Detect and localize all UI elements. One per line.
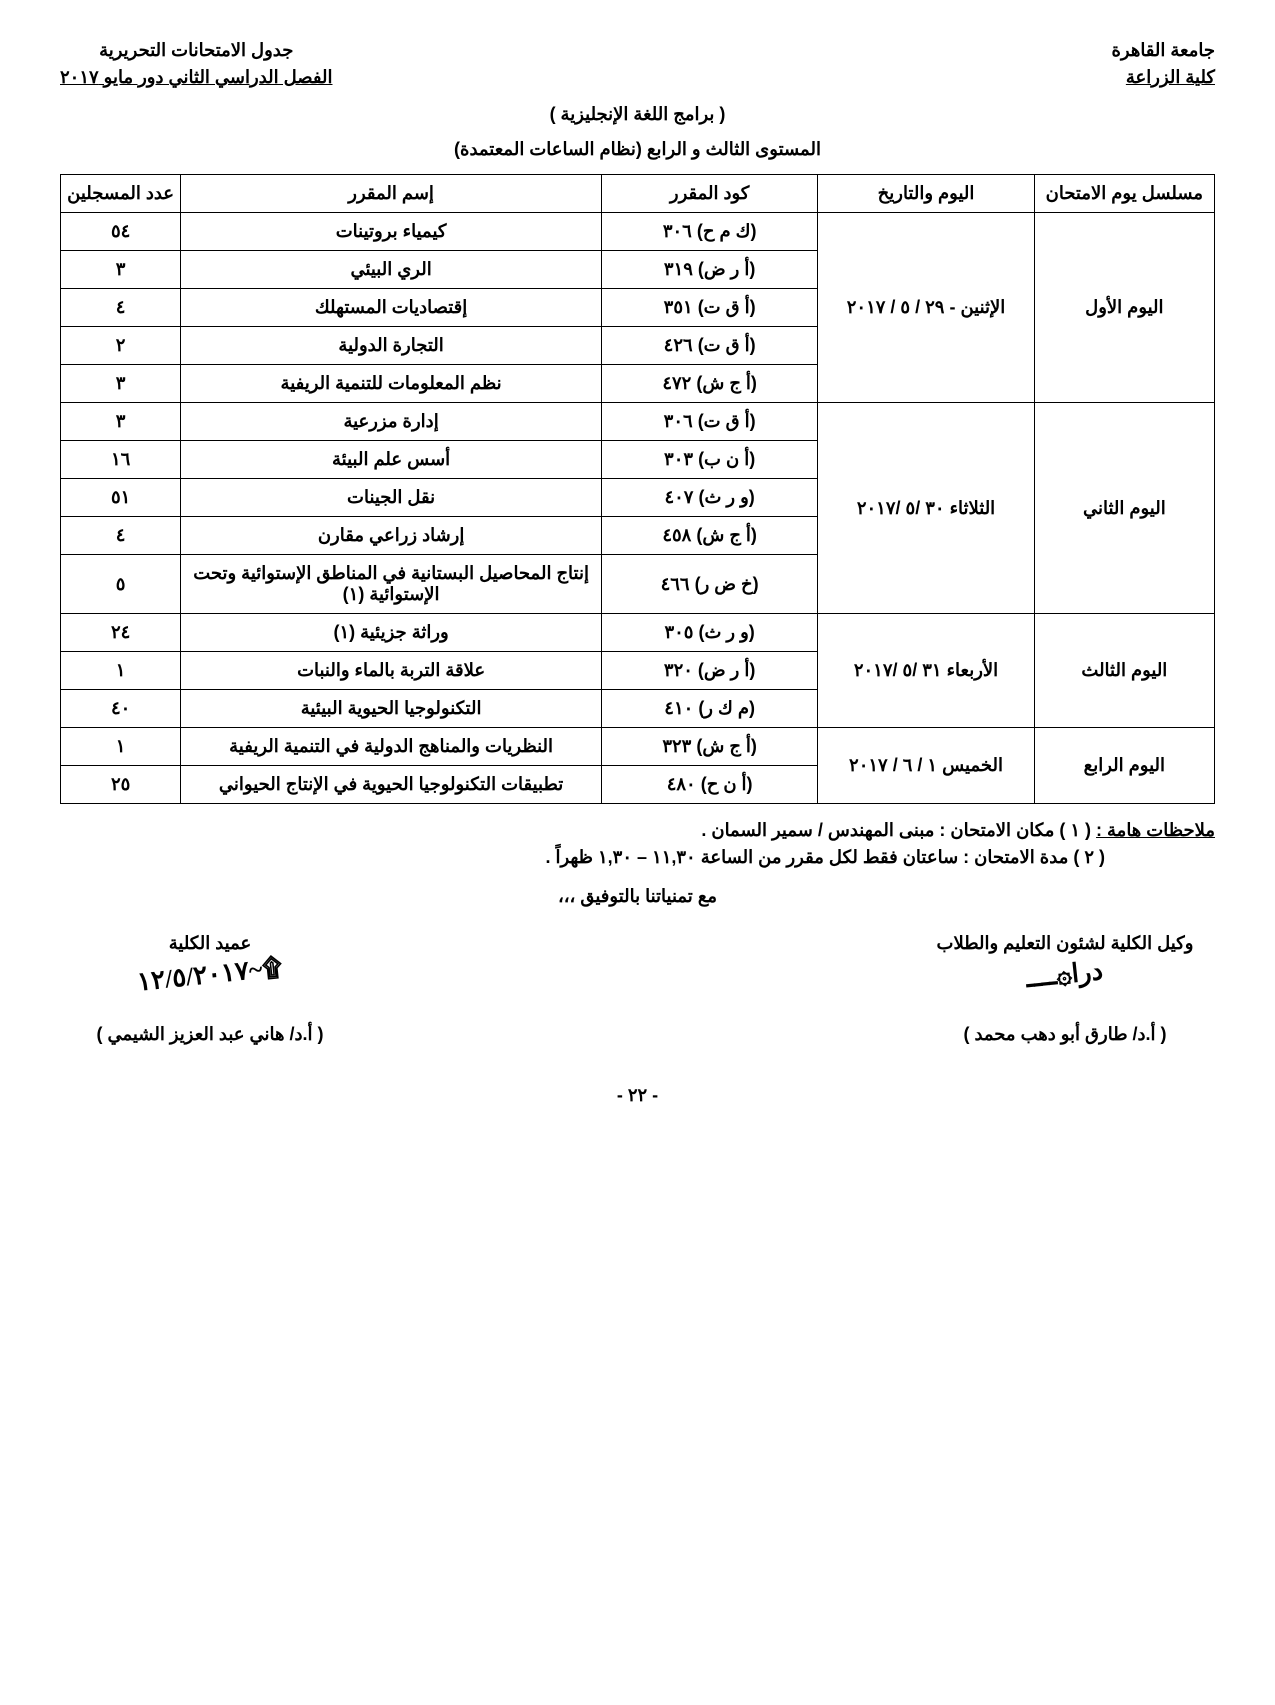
- course-name-cell: النظريات والمناهج الدولية في التنمية الر…: [181, 728, 602, 766]
- course-name-cell: كيمياء بروتينات: [181, 213, 602, 251]
- sig-right-name: ( أ.د/ طارق أبو دهب محمد ): [915, 1024, 1215, 1045]
- page-number: - ٢٢ -: [60, 1085, 1215, 1106]
- course-code-cell: (أ ج ش) ٣٢٣: [601, 728, 817, 766]
- sig-right-title: وكيل الكلية لشئون التعليم والطلاب: [915, 933, 1215, 954]
- course-count-cell: ٣: [61, 365, 181, 403]
- course-code-cell: (أ ج ش) ٤٥٨: [601, 517, 817, 555]
- day-date-cell: الخميس ١ / ٦ / ٢٠١٧: [818, 728, 1034, 804]
- course-name-cell: نقل الجينات: [181, 479, 602, 517]
- course-name-cell: علاقة التربة بالماء والنبات: [181, 652, 602, 690]
- signatures-row: وكيل الكلية لشئون التعليم والطلاب درا۞ــ…: [60, 933, 1215, 1045]
- col-code: كود المقرر: [601, 175, 817, 213]
- course-count-cell: ٥٤: [61, 213, 181, 251]
- notes-block: ملاحظات هامة : ( ١ ) مكان الامتحان : مبن…: [60, 820, 1215, 868]
- day-serial-cell: اليوم الرابع: [1034, 728, 1214, 804]
- program-line: ( برامج اللغة الإنجليزية ): [60, 104, 1215, 125]
- level-line: المستوى الثالث و الرابع (نظام الساعات ال…: [60, 139, 1215, 160]
- semester-line: الفصل الدراسي الثاني دور مايو ٢٠١٧: [60, 67, 332, 88]
- university-name: جامعة القاهرة: [1111, 40, 1215, 61]
- course-name-cell: أسس علم البيئة: [181, 441, 602, 479]
- schedule-title: جدول الامتحانات التحريرية: [60, 40, 332, 61]
- course-code-cell: (أ ق ت) ٤٢٦: [601, 327, 817, 365]
- course-count-cell: ٥: [61, 555, 181, 614]
- course-name-cell: الري البيئي: [181, 251, 602, 289]
- course-count-cell: ٥١: [61, 479, 181, 517]
- header-left: جدول الامتحانات التحريرية الفصل الدراسي …: [60, 40, 332, 94]
- col-count: عدد المسجلين: [61, 175, 181, 213]
- course-name-cell: تطبيقات التكنولوجيا الحيوية في الإنتاج ا…: [181, 766, 602, 804]
- table-header-row: مسلسل يوم الامتحان اليوم والتاريخ كود ال…: [61, 175, 1215, 213]
- course-code-cell: (ك م ح) ٣٠٦: [601, 213, 817, 251]
- notes-label: ملاحظات هامة :: [1096, 820, 1215, 840]
- course-code-cell: (و ر ث) ٤٠٧: [601, 479, 817, 517]
- day-serial-cell: اليوم الثاني: [1034, 403, 1214, 614]
- course-count-cell: ٤: [61, 289, 181, 327]
- table-row: اليوم الثانيالثلاثاء ٣٠ /٥ /٢٠١٧(أ ق ت) …: [61, 403, 1215, 441]
- course-count-cell: ٢: [61, 327, 181, 365]
- table-row: اليوم الرابعالخميس ١ / ٦ / ٢٠١٧(أ ج ش) ٣…: [61, 728, 1215, 766]
- course-name-cell: وراثة جزيئية (١): [181, 614, 602, 652]
- course-name-cell: إقتصاديات المستهلك: [181, 289, 602, 327]
- exam-table: مسلسل يوم الامتحان اليوم والتاريخ كود ال…: [60, 174, 1215, 804]
- course-count-cell: ١: [61, 728, 181, 766]
- course-code-cell: (و ر ث) ٣٠٥: [601, 614, 817, 652]
- day-serial-cell: اليوم الثالث: [1034, 614, 1214, 728]
- day-date-cell: الأربعاء ٣١ /٥ /٢٠١٧: [818, 614, 1034, 728]
- course-count-cell: ٢٤: [61, 614, 181, 652]
- header-row: جامعة القاهرة كلية الزراعة جدول الامتحان…: [60, 40, 1215, 94]
- course-count-cell: ٣: [61, 251, 181, 289]
- signature-scribble-icon: درا۞ــــ: [1025, 956, 1105, 994]
- sig-left-space: ۩~١٢/٥/٢٠١٧: [60, 954, 360, 1024]
- signature-scribble-icon: ۩~١٢/٥/٢٠١٧: [136, 952, 284, 998]
- course-code-cell: (أ ر ض) ٣١٩: [601, 251, 817, 289]
- course-count-cell: ٣: [61, 403, 181, 441]
- course-code-cell: (م ك ر) ٤١٠: [601, 690, 817, 728]
- course-code-cell: (أ ج ش) ٤٧٢: [601, 365, 817, 403]
- course-name-cell: التكنولوجيا الحيوية البيئية: [181, 690, 602, 728]
- sig-right: وكيل الكلية لشئون التعليم والطلاب درا۞ــ…: [915, 933, 1215, 1045]
- sig-left: عميد الكلية ۩~١٢/٥/٢٠١٧ ( أ.د/ هاني عبد …: [60, 933, 360, 1045]
- table-row: اليوم الثالثالأربعاء ٣١ /٥ /٢٠١٧(و ر ث) …: [61, 614, 1215, 652]
- sig-right-space: درا۞ــــ: [915, 954, 1215, 1024]
- course-code-cell: (أ ر ض) ٣٢٠: [601, 652, 817, 690]
- notes-line-1: ( ١ ) مكان الامتحان : مبنى المهندس / سمي…: [701, 820, 1091, 840]
- course-name-cell: إنتاج المحاصيل البستانية في المناطق الإس…: [181, 555, 602, 614]
- col-date: اليوم والتاريخ: [818, 175, 1034, 213]
- course-count-cell: ١: [61, 652, 181, 690]
- col-name: إسم المقرر: [181, 175, 602, 213]
- sig-left-title: عميد الكلية: [60, 933, 360, 954]
- course-name-cell: نظم المعلومات للتنمية الريفية: [181, 365, 602, 403]
- course-code-cell: (أ ق ت) ٣٠٦: [601, 403, 817, 441]
- course-count-cell: ٢٥: [61, 766, 181, 804]
- sig-left-name: ( أ.د/ هاني عبد العزيز الشيمي ): [60, 1024, 360, 1045]
- wish-line: مع تمنياتنا بالتوفيق ،،،: [60, 886, 1215, 907]
- day-date-cell: الثلاثاء ٣٠ /٥ /٢٠١٧: [818, 403, 1034, 614]
- table-row: اليوم الأولالإثنين - ٢٩ / ٥ / ٢٠١٧(ك م ح…: [61, 213, 1215, 251]
- course-code-cell: (أ ق ت) ٣٥١: [601, 289, 817, 327]
- course-code-cell: (أ ن ب) ٣٠٣: [601, 441, 817, 479]
- header-right: جامعة القاهرة كلية الزراعة: [1111, 40, 1215, 94]
- col-serial: مسلسل يوم الامتحان: [1034, 175, 1214, 213]
- course-name-cell: إرشاد زراعي مقارن: [181, 517, 602, 555]
- course-count-cell: ٤٠: [61, 690, 181, 728]
- course-count-cell: ٤: [61, 517, 181, 555]
- faculty-name: كلية الزراعة: [1111, 67, 1215, 88]
- course-code-cell: (أ ن ح) ٤٨٠: [601, 766, 817, 804]
- course-count-cell: ١٦: [61, 441, 181, 479]
- course-code-cell: (خ ض ر) ٤٦٦: [601, 555, 817, 614]
- course-name-cell: التجارة الدولية: [181, 327, 602, 365]
- day-serial-cell: اليوم الأول: [1034, 213, 1214, 403]
- notes-line-2: ( ٢ ) مدة الامتحان : ساعتان فقط لكل مقرر…: [60, 847, 1105, 868]
- day-date-cell: الإثنين - ٢٩ / ٥ / ٢٠١٧: [818, 213, 1034, 403]
- course-name-cell: إدارة مزرعية: [181, 403, 602, 441]
